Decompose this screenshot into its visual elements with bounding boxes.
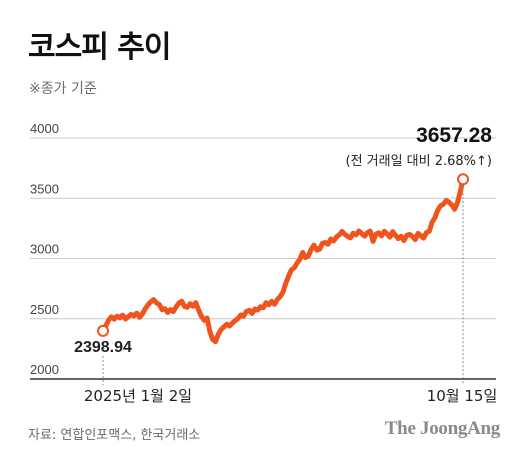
chart-title: 코스피 추이 [28, 30, 171, 65]
y-tick-label-2500: 2500 [30, 302, 59, 317]
end-point-marker [457, 173, 469, 186]
y-axis-labels: 2000 2500 3000 3500 4000 [30, 121, 59, 377]
y-tick-label-3500: 3500 [30, 181, 59, 196]
x-tick-label-start: 2025년 1월 2일 [84, 387, 192, 405]
x-tick-label-end: 10월 15일 [427, 387, 498, 405]
brand-logo: The JoongAng [384, 418, 500, 439]
start-point-marker [97, 324, 109, 337]
chart-subtitle: ※종가 기준 [29, 81, 97, 97]
source-note: 자료: 연합인포맥스, 한국거래소 [28, 428, 201, 443]
series-line [100, 176, 466, 345]
y-tick-label-3000: 3000 [30, 242, 59, 257]
line-chart: 2000 2500 3000 3500 4000 2398.94 3657.28 (전 … [30, 121, 498, 405]
end-value-label: 3657.28 [416, 124, 492, 147]
end-change-label: (전 거래일 대비 2.68%↑) [346, 154, 493, 169]
start-value-label: 2398.94 [74, 339, 132, 356]
y-tick-label-4000: 4000 [30, 121, 59, 136]
y-tick-label-2000: 2000 [30, 362, 59, 377]
